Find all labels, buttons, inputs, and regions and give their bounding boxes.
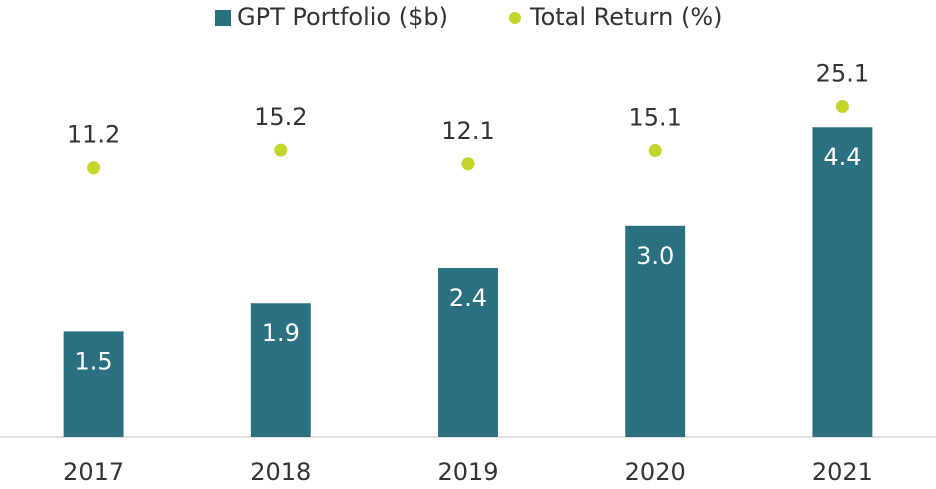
dot-label: 25.1 [816,60,869,88]
x-tick-label: 2017 [63,458,124,486]
dot [87,161,101,175]
bar-label: 1.5 [75,347,113,375]
dot [648,144,662,158]
dot-label: 11.2 [67,121,120,149]
dot [274,143,288,157]
bar-label: 4.4 [823,143,861,171]
bar-label: 1.9 [262,319,300,347]
dot-label: 15.2 [254,103,307,131]
x-tick-label: 2021 [812,458,873,486]
x-tick-label: 2020 [625,458,686,486]
legend-label: GPT Portfolio ($b) [237,3,448,31]
bar [63,331,124,437]
dot-label: 15.1 [628,104,681,132]
bar [438,268,498,437]
legend-swatch [215,10,231,26]
bar [625,225,686,437]
bar-label: 2.4 [449,284,487,312]
bar [250,303,311,437]
legend-label: Total Return (%) [529,3,722,31]
legend-swatch [509,12,521,24]
dot-label: 12.1 [441,117,494,145]
dot [461,157,475,171]
dot [835,100,849,114]
x-tick-label: 2018 [250,458,311,486]
bar-label: 3.0 [636,242,674,270]
bar [812,127,873,438]
x-tick-label: 2019 [437,458,498,486]
